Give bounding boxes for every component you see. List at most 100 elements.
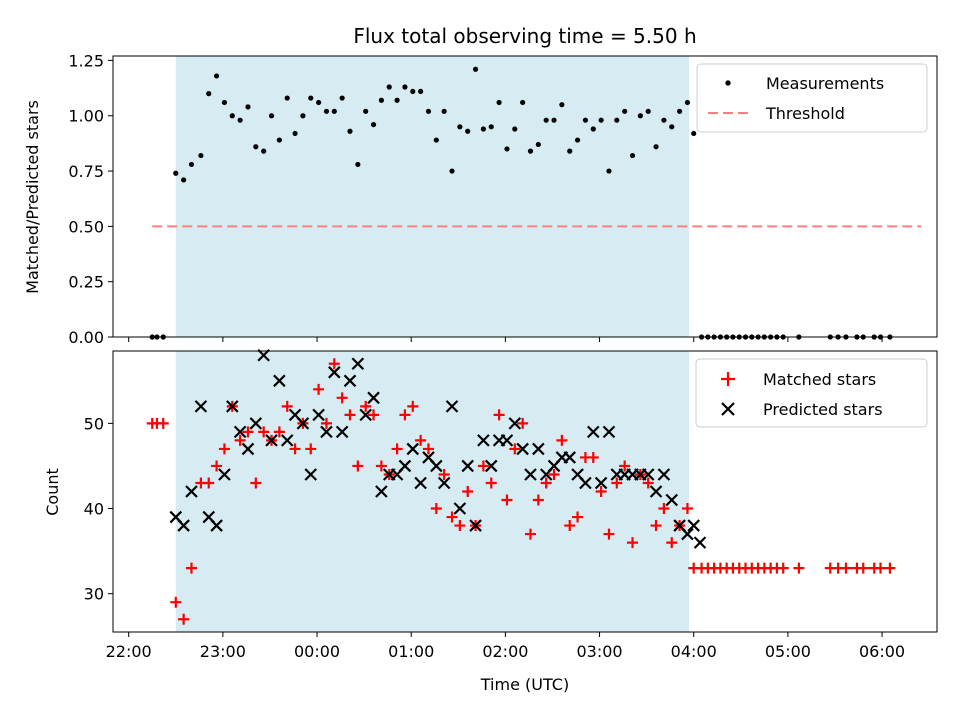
- panel-count-y-ticks: 30 40 50: [84, 414, 113, 604]
- predicted-star-point: [484, 459, 498, 473]
- legend-marker-measurements: [725, 80, 731, 86]
- measurement-point: [253, 144, 259, 150]
- matched-star-point: [399, 409, 411, 421]
- matched-star-point: [509, 443, 521, 455]
- measurement-point: [504, 146, 510, 152]
- matched-star-point: [234, 434, 246, 446]
- predicted-star-point: [516, 442, 529, 456]
- measurement-point: [433, 137, 439, 143]
- panel-count-shaded-span: [175, 351, 690, 632]
- panel-count-legend: Matched stars Predicted stars: [695, 358, 928, 428]
- matched-star-point: [627, 537, 639, 549]
- predicted-star-point: [445, 400, 459, 413]
- measurement-point: [661, 117, 667, 123]
- measurement-point: [512, 126, 518, 132]
- panel-count-ylabel: Count: [43, 468, 62, 516]
- x-tick-label: 05:00: [765, 642, 811, 661]
- predicted-star-point: [335, 425, 349, 439]
- x-tick-label: 23:00: [200, 642, 246, 661]
- matched-star-point: [157, 417, 169, 429]
- legend-marker-predicted: [721, 402, 735, 416]
- predicted-star-point: [469, 519, 482, 532]
- predicted-star-point: [328, 366, 341, 379]
- measurement-point: [370, 121, 377, 128]
- measurement-point: [606, 168, 612, 174]
- matched-star-point: [305, 443, 317, 455]
- measurement-point: [198, 152, 204, 159]
- predicted-star-point: [351, 357, 365, 371]
- measurement-point: [559, 102, 565, 108]
- matched-star-point: [185, 562, 197, 574]
- measurement-point: [622, 108, 628, 114]
- matched-star-point: [462, 486, 474, 497]
- measurement-point: [614, 117, 620, 123]
- predicted-star-point: [453, 502, 467, 515]
- y-tick-label: 50: [84, 414, 104, 433]
- legend-label-threshold: Threshold: [765, 104, 845, 123]
- measurement-point: [394, 97, 400, 103]
- measurement-point: [590, 126, 596, 132]
- matched-star-point: [793, 562, 805, 574]
- measurement-point: [173, 170, 179, 176]
- matched-star-point: [556, 434, 568, 446]
- matched-star-point: [438, 468, 450, 480]
- predicted-star-point: [477, 434, 490, 447]
- predicted-star-point: [406, 442, 420, 456]
- matched-star-point: [587, 451, 599, 463]
- matched-star-point: [273, 426, 285, 438]
- matched-star-point: [840, 562, 852, 574]
- measurement-point: [229, 113, 235, 119]
- legend-frame: [695, 358, 928, 428]
- measurement-point: [386, 84, 392, 90]
- matched-star-point: [532, 494, 544, 506]
- matched-star-point: [178, 613, 190, 625]
- measurement-point: [465, 128, 471, 134]
- measurement-point: [574, 137, 581, 143]
- predicted-star-point: [210, 519, 223, 532]
- panel-ratio-x-ticks: [128, 337, 883, 342]
- predicted-star-point: [681, 527, 694, 541]
- matched-star-point: [501, 494, 513, 506]
- predicted-star-point: [649, 485, 663, 498]
- predicted-star-point: [233, 425, 247, 439]
- panel-ratio-frame: [112, 55, 938, 338]
- matched-star-point: [658, 503, 670, 515]
- predicted-star-point: [257, 348, 270, 362]
- predicted-star-point: [265, 434, 278, 447]
- predicted-star-point: [687, 519, 701, 532]
- measurement-point: [496, 99, 502, 106]
- predicted-star-point: [602, 425, 616, 439]
- predicted-star-point: [414, 476, 427, 490]
- measurement-point: [488, 124, 494, 130]
- matched-star-point: [446, 511, 458, 523]
- panel-ratio-legend: Measurements Threshold: [696, 63, 928, 133]
- matched-star-point: [548, 468, 560, 480]
- matched-star-point: [407, 400, 419, 412]
- matched-star-point: [430, 503, 442, 515]
- measurement-point: [457, 124, 463, 130]
- predicted-star-point: [657, 468, 671, 481]
- y-tick-label: 30: [84, 585, 104, 604]
- matched-star-point: [517, 417, 529, 429]
- measurement-point: [261, 148, 267, 154]
- legend-label-predicted: Predicted stars: [763, 400, 883, 419]
- matched-star-point: [289, 443, 301, 455]
- measurement-point: [410, 88, 416, 95]
- measurement-point: [691, 130, 697, 137]
- y-tick-label: 1.00: [68, 107, 104, 126]
- y-tick-label: 0.50: [68, 217, 104, 236]
- measurement-point: [213, 73, 220, 79]
- predicted-star-point: [194, 400, 208, 413]
- predicted-star-point: [563, 451, 577, 464]
- x-tick-label: 22:00: [106, 642, 152, 661]
- matched-star-point: [611, 477, 623, 489]
- x-tick-label: 01:00: [388, 642, 434, 661]
- matched-star-point: [619, 460, 631, 472]
- predicted-star-points: [169, 348, 707, 549]
- matched-star-point: [857, 562, 869, 574]
- predicted-star-point: [177, 519, 190, 532]
- x-tick-label: 04:00: [671, 642, 717, 661]
- predicted-star-point: [320, 425, 333, 439]
- matched-star-point: [540, 477, 552, 489]
